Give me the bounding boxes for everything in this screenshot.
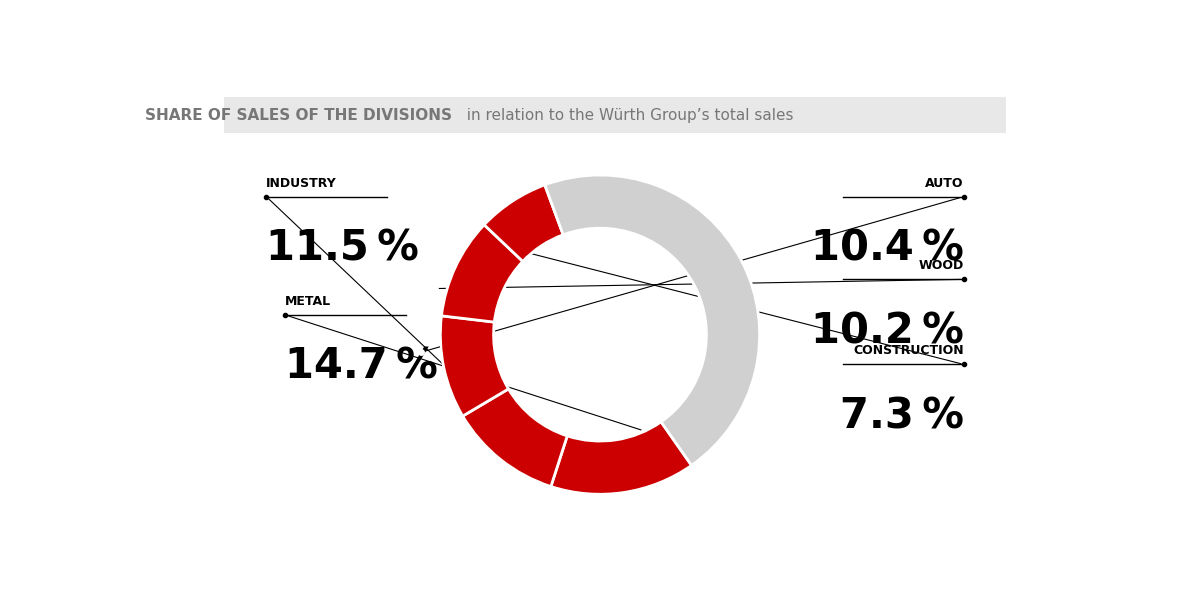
Text: 14.7 %: 14.7 % bbox=[284, 346, 438, 387]
Text: in relation to the Würth Group’s total sales: in relation to the Würth Group’s total s… bbox=[457, 107, 793, 123]
Text: INDUSTRY: INDUSTRY bbox=[266, 176, 337, 190]
Text: METAL: METAL bbox=[284, 295, 331, 308]
FancyBboxPatch shape bbox=[224, 97, 1006, 133]
Wedge shape bbox=[484, 185, 563, 262]
Text: 10.4 %: 10.4 % bbox=[811, 227, 964, 270]
Wedge shape bbox=[440, 316, 509, 416]
Text: WOOD: WOOD bbox=[918, 259, 964, 272]
Text: 11.5 %: 11.5 % bbox=[266, 227, 419, 270]
Text: AUTO: AUTO bbox=[925, 176, 964, 190]
Text: 10.2 %: 10.2 % bbox=[811, 310, 964, 352]
Wedge shape bbox=[551, 422, 691, 494]
Wedge shape bbox=[545, 175, 760, 465]
Text: CONSTRUCTION: CONSTRUCTION bbox=[853, 344, 964, 357]
Text: 7.3 %: 7.3 % bbox=[840, 395, 964, 437]
Wedge shape bbox=[463, 389, 568, 486]
Wedge shape bbox=[442, 225, 523, 322]
Text: SHARE OF SALES OF THE DIVISIONS: SHARE OF SALES OF THE DIVISIONS bbox=[145, 107, 452, 123]
